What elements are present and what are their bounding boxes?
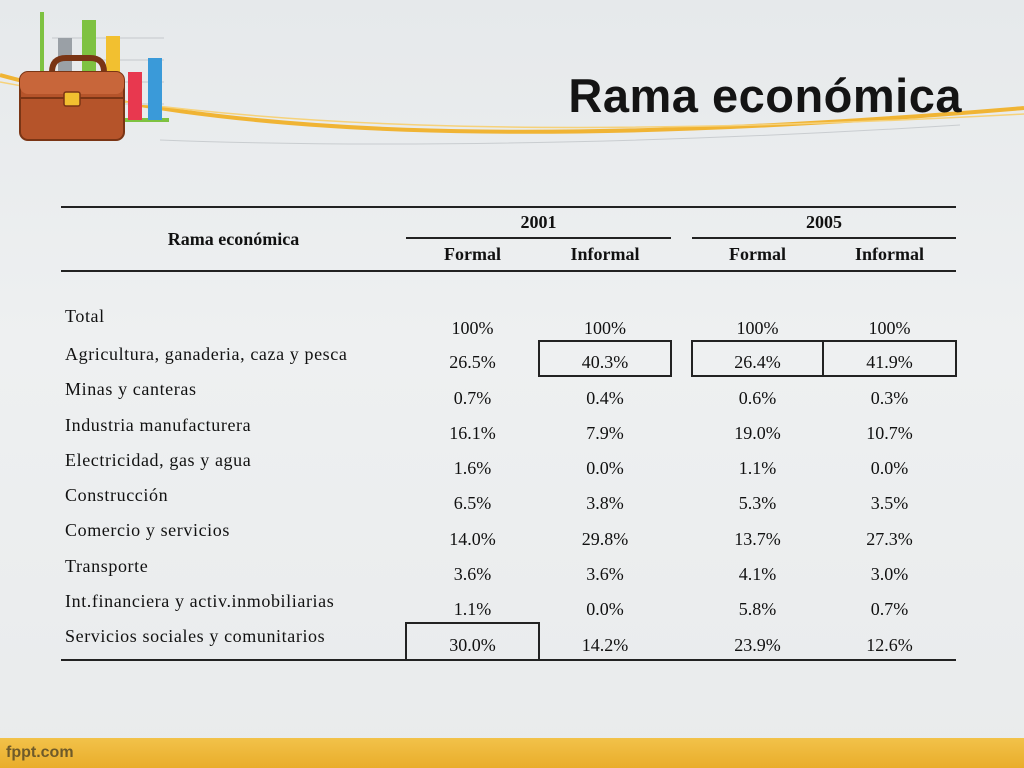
cell-value: 13.7% (734, 528, 781, 549)
table-row: Total 100% 100% 100% 100% (61, 271, 956, 341)
cell-value: 0.0% (586, 458, 624, 479)
row-label: Transporte (65, 555, 149, 576)
column-header-informal-2005: Informal (823, 238, 956, 272)
cell-value: 12.6% (823, 623, 956, 661)
cell-value: 5.3% (738, 493, 777, 514)
table-row: Electricidad, gas y agua 1.6% 0.0% 1.1% … (61, 447, 956, 482)
column-header-informal-2001: Informal (539, 238, 671, 272)
cell-value: 0.4% (586, 387, 624, 408)
row-label: Comercio y servicios (65, 520, 230, 541)
column-gap (671, 238, 692, 272)
cell-value: 3.5% (870, 493, 909, 514)
column-header-formal-2001: Formal (406, 238, 539, 272)
cell-value: 5.8% (738, 599, 777, 620)
row-label: Total (65, 306, 105, 326)
briefcase-chart-icon (19, 12, 169, 141)
cell-value-highlighted: 40.3% (538, 339, 672, 378)
cell-value: 1.6% (453, 458, 492, 479)
table-row: Transporte 3.6% 3.6% 4.1% 3.0% (61, 553, 956, 588)
cell-value: 3.0% (870, 564, 909, 585)
table-row: Minas y canteras 0.7% 0.4% 0.6% 0.3% (61, 376, 956, 411)
cell-value-highlighted: 30.0% (405, 622, 540, 661)
cell-value: 0.0% (870, 458, 909, 479)
table-row: Construcción 6.5% 3.8% 5.3% 3.5% (61, 482, 956, 517)
cell-value: 0.6% (738, 387, 777, 408)
row-label: Industria manufacturera (65, 414, 252, 435)
cell-value: 100% (451, 318, 494, 338)
column-gap (671, 341, 692, 376)
cell-value: 0.7% (453, 387, 492, 408)
cell-value: 26.5% (449, 352, 496, 373)
cell-value: 7.9% (586, 422, 624, 443)
row-label: Agricultura, ganaderia, caza y pesca (65, 344, 348, 364)
column-gap (671, 206, 692, 238)
table-row: Industria manufacturera 16.1% 7.9% 19.0%… (61, 412, 956, 447)
cell-value: 14.0% (449, 528, 496, 549)
cell-value: 1.1% (738, 458, 777, 479)
table-header-sub: Formal Informal Formal Informal (61, 238, 956, 272)
table-row: Int.financiera y activ.inmobiliarias 1.1… (61, 588, 956, 623)
cell-value: 100% (736, 318, 779, 338)
cell-value: 6.5% (453, 493, 492, 514)
cell-value: 0.7% (870, 599, 909, 620)
row-label: Int.financiera y activ.inmobiliarias (65, 591, 335, 612)
page-title: Rama económica (568, 69, 962, 122)
row-label: Electricidad, gas y agua (65, 449, 252, 470)
cell-value: 19.0% (734, 422, 781, 443)
cell-value: 16.1% (449, 422, 496, 443)
cell-value: 3.6% (453, 564, 492, 585)
cell-value-highlighted: 26.4% (691, 339, 824, 378)
cell-value: 100% (584, 318, 626, 338)
column-gap (671, 271, 692, 341)
column-gap (671, 482, 692, 517)
cell-value: 0.3% (870, 387, 909, 408)
cell-value: 4.1% (738, 564, 777, 585)
footer-brand: fppt.com (6, 744, 74, 761)
table-row: Servicios sociales y comunitarios 30.0% … (61, 622, 956, 661)
cell-value: 10.7% (866, 422, 913, 443)
cell-value: 27.3% (866, 528, 913, 549)
cell-value: 0.0% (586, 599, 624, 620)
cell-value: 14.2% (539, 623, 671, 661)
column-header-year-2005: 2005 (692, 206, 956, 239)
cell-value: 23.9% (692, 623, 823, 661)
rama-economica-table: Rama económica 2001 2005 Formal Informal… (61, 206, 957, 661)
cell-value: 100% (868, 318, 911, 338)
row-label: Minas y canteras (65, 379, 197, 400)
row-label: Construcción (65, 485, 169, 506)
column-header-formal-2005: Formal (692, 238, 823, 272)
column-gap (671, 588, 692, 623)
cell-value-highlighted: 41.9% (822, 339, 957, 378)
cell-value: 29.8% (581, 528, 629, 549)
column-header-year-2001: 2001 (406, 206, 671, 239)
column-gap (671, 412, 692, 447)
row-label: Servicios sociales y comunitarios (61, 623, 406, 661)
column-gap (671, 447, 692, 482)
column-header-rama: Rama económica (61, 206, 406, 272)
cell-value: 3.8% (586, 493, 624, 514)
column-gap (671, 553, 692, 588)
footer-bar (0, 738, 1024, 768)
column-gap (671, 517, 692, 552)
table-row: Comercio y servicios 14.0% 29.8% 13.7% 2… (61, 517, 956, 552)
table-row: Agricultura, ganaderia, caza y pesca 26.… (61, 339, 957, 378)
column-gap (671, 623, 692, 661)
table-header-years: Rama económica 2001 2005 (61, 206, 956, 272)
cell-value: 3.6% (586, 564, 624, 585)
cell-value: 1.1% (453, 599, 492, 620)
column-gap (671, 376, 692, 411)
